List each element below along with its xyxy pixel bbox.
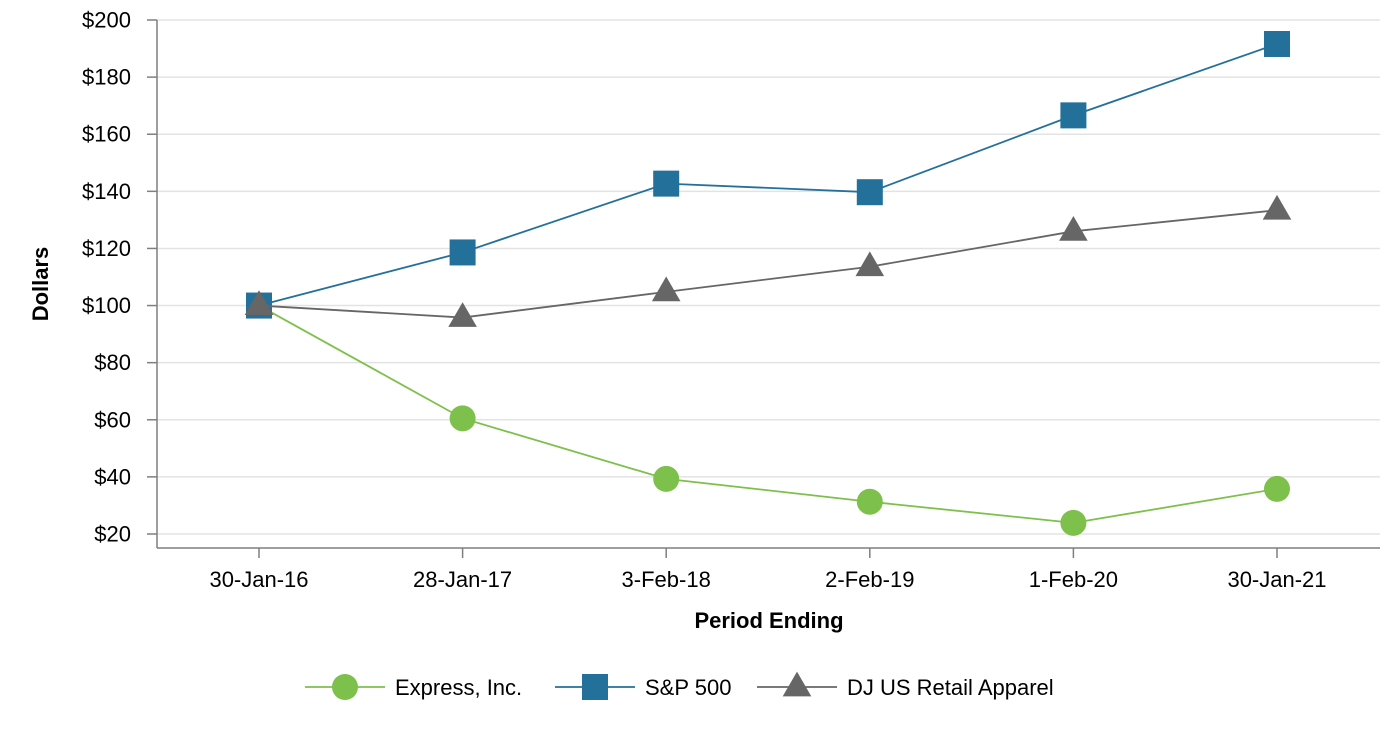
series-line-s-p-500 xyxy=(258,43,1278,307)
data-point-express-inc xyxy=(1264,475,1290,502)
data-point-express-inc xyxy=(653,465,680,492)
y-axis-label: Dollars xyxy=(28,247,53,322)
series-line-express-inc xyxy=(258,304,1278,524)
series-express-inc xyxy=(246,292,1290,536)
y-tick-label: $40 xyxy=(94,464,131,489)
y-axis-ticks: $20 $40 $60 $80 $100 $120 $140 $160 $180 $200 xyxy=(82,8,157,547)
y-tick-label: $180 xyxy=(82,65,131,90)
data-point-express-inc xyxy=(856,488,883,515)
y-tick-label: $100 xyxy=(82,293,131,318)
data-point-dj-us-retail-apparel xyxy=(651,276,681,302)
data-point-dj-us-retail-apparel xyxy=(1059,215,1088,241)
legend-marker-square-icon xyxy=(582,674,608,700)
x-tick-label: 30-Jan-16 xyxy=(209,567,308,592)
x-tick-label: 2-Feb-19 xyxy=(825,567,914,592)
series xyxy=(244,30,1292,536)
data-point-s-p-500 xyxy=(1264,30,1290,57)
legend-marker-circle-icon xyxy=(332,674,358,700)
data-point-s-p-500 xyxy=(1060,102,1087,129)
legend: Express, Inc. S&P 500 DJ US Retail Apparel xyxy=(305,671,1054,700)
axes xyxy=(156,20,1380,549)
series-dj-us-retail-apparel xyxy=(244,194,1292,327)
data-point-dj-us-retail-apparel xyxy=(855,251,885,277)
y-tick-label: $20 xyxy=(94,522,131,547)
series-s-p-500 xyxy=(246,30,1290,319)
legend-label: Express, Inc. xyxy=(395,675,522,700)
y-tick-label: $140 xyxy=(82,179,131,204)
x-tick-label: 28-Jan-17 xyxy=(413,567,512,592)
data-point-dj-us-retail-apparel xyxy=(244,290,274,315)
legend-item-s-p-500: S&P 500 xyxy=(555,674,731,700)
legend-item-express-inc: Express, Inc. xyxy=(305,674,522,700)
y-tick-label: $120 xyxy=(82,236,131,261)
x-tick-label: 30-Jan-21 xyxy=(1227,567,1326,592)
y-tick-label: $80 xyxy=(94,350,131,375)
x-axis-ticks: 30-Jan-16 28-Jan-17 3-Feb-18 2-Feb-19 1-Feb-… xyxy=(209,548,1327,592)
data-point-express-inc xyxy=(449,405,476,432)
data-point-dj-us-retail-apparel xyxy=(1262,194,1292,220)
data-point-s-p-500 xyxy=(449,239,476,266)
data-point-s-p-500 xyxy=(653,170,680,197)
y-tick-label: $60 xyxy=(94,407,131,432)
data-point-dj-us-retail-apparel xyxy=(448,302,477,327)
legend-marker-triangle-icon xyxy=(782,671,812,697)
x-axis-label: Period Ending xyxy=(694,608,843,633)
data-point-express-inc xyxy=(1060,509,1087,536)
x-tick-label: 3-Feb-18 xyxy=(622,567,711,592)
data-point-s-p-500 xyxy=(856,179,883,206)
legend-label: S&P 500 xyxy=(645,675,731,700)
x-tick-label: 1-Feb-20 xyxy=(1029,567,1118,592)
y-tick-label: $160 xyxy=(82,122,131,147)
series-line-dj-us-retail-apparel xyxy=(258,209,1278,319)
legend-item-dj-us-retail-apparel: DJ US Retail Apparel xyxy=(757,671,1054,700)
legend-label: DJ US Retail Apparel xyxy=(847,675,1054,700)
y-tick-label: $200 xyxy=(82,8,131,33)
gridlines xyxy=(157,19,1380,535)
